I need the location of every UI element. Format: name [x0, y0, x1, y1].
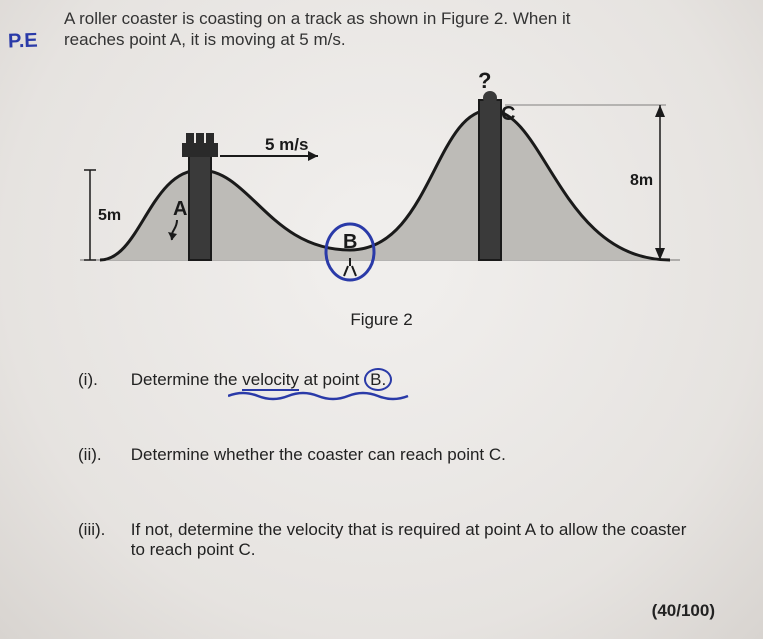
speed-label: 5 m/s: [265, 135, 308, 154]
car-2: [196, 133, 204, 143]
speed-arrowhead-icon: [308, 151, 318, 161]
point-c-marker: [483, 91, 497, 105]
pillar-1: [189, 155, 211, 260]
marks-label: (40/100): [652, 601, 715, 621]
problem-line1: A roller coaster is coasting on a track …: [64, 9, 570, 28]
squiggle-underline-icon: [228, 390, 428, 404]
question-i-label: (i).: [78, 370, 126, 390]
unknown-label: ?: [478, 70, 491, 93]
figure-caption: Figure 2: [0, 310, 763, 330]
left-height-label: 5m: [98, 207, 121, 224]
point-a-label: A: [173, 198, 187, 220]
car-3: [206, 133, 214, 143]
question-i-mid: at point: [299, 370, 364, 389]
question-iii: (iii). If not, determine the velocity th…: [78, 520, 698, 560]
question-i: (i). Determine the velocity at point B.: [78, 370, 698, 390]
question-iii-label: (iii).: [78, 520, 126, 540]
question-ii-label: (ii).: [78, 445, 126, 465]
page-root: A roller coaster is coasting on a track …: [0, 0, 763, 639]
right-dim-arrow-top-icon: [655, 105, 665, 117]
right-height-label: 8m: [630, 172, 653, 189]
question-ii: (ii). Determine whether the coaster can …: [78, 445, 698, 465]
station-base: [182, 143, 218, 157]
question-i-before: Determine the: [131, 370, 243, 389]
b-circled: B.: [364, 368, 392, 391]
point-c-label: C: [501, 103, 515, 125]
problem-statement: A roller coaster is coasting on a track …: [64, 8, 704, 51]
point-b-mark: [344, 258, 356, 276]
car-1: [186, 133, 194, 143]
problem-line2: reaches point A, it is moving at 5 m/s.: [64, 30, 346, 49]
velocity-underlined: velocity: [242, 370, 299, 391]
pillar-2: [479, 100, 501, 260]
pe-handwritten-annotation: P.E: [8, 29, 38, 53]
point-b-label: B: [343, 231, 357, 253]
question-ii-text: Determine whether the coaster can reach …: [131, 445, 506, 464]
figure-2-diagram: 5 m/s ? A B C 5m 8m: [60, 70, 700, 300]
question-iii-text: If not, determine the velocity that is r…: [131, 520, 691, 560]
roller-coaster-svg: 5 m/s ? A B C 5m 8m: [60, 70, 700, 300]
